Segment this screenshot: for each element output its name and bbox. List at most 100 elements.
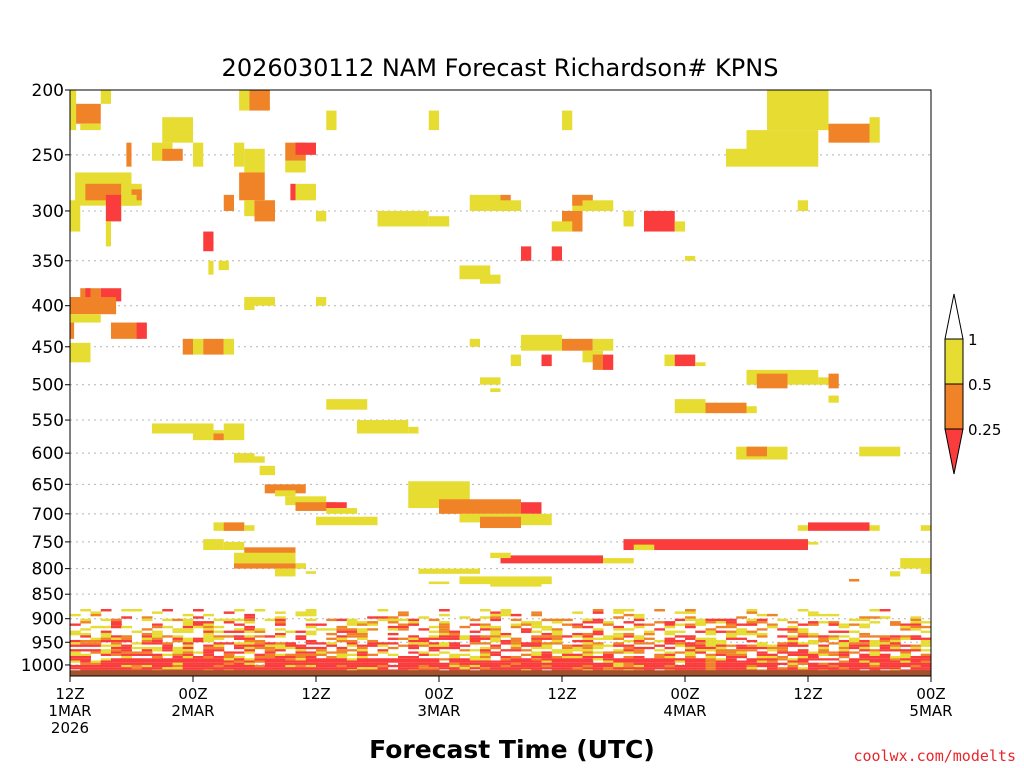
boundary-cell — [900, 653, 911, 656]
boundary-cell — [818, 653, 829, 656]
boundary-cell — [705, 664, 717, 668]
boundary-cell — [705, 658, 717, 661]
boundary-cell — [244, 651, 255, 654]
boundary-cell — [121, 639, 132, 643]
boundary-cell — [767, 660, 778, 663]
boundary-cell — [900, 662, 911, 665]
boundary-cell — [900, 664, 911, 668]
boundary-cell — [695, 621, 706, 624]
boundary-cell — [603, 655, 614, 659]
boundary-cell — [797, 609, 809, 612]
boundary-cell — [828, 630, 840, 633]
boundary-cell — [316, 646, 327, 650]
boundary-cell — [336, 630, 348, 633]
heatmap-cell — [295, 183, 316, 201]
boundary-cell — [685, 625, 696, 629]
boundary-cell — [439, 628, 450, 631]
boundary-cell — [592, 618, 604, 622]
boundary-cell — [213, 658, 225, 661]
boundary-cell — [121, 662, 132, 665]
boundary-cell — [275, 642, 286, 645]
boundary-cell — [551, 618, 563, 622]
boundary-cell — [756, 618, 768, 622]
boundary-cell — [633, 616, 645, 619]
boundary-cell — [808, 655, 819, 659]
boundary-cell — [787, 639, 799, 643]
boundary-cell — [90, 651, 102, 654]
boundary-cell — [480, 623, 491, 626]
boundary-cell — [346, 639, 358, 643]
boundary-cell — [223, 662, 235, 665]
boundary-cell — [726, 635, 737, 638]
boundary-cell — [480, 662, 491, 665]
boundary-cell — [377, 662, 389, 665]
boundary-cell — [879, 664, 891, 668]
boundary-cell — [285, 658, 296, 661]
boundary-cell — [838, 644, 850, 647]
y-tick-label: 250 — [32, 146, 64, 166]
boundary-cell — [808, 639, 819, 643]
boundary-cell — [336, 667, 348, 670]
boundary-cell — [357, 660, 368, 663]
boundary-cell — [254, 658, 266, 661]
boundary-cell — [654, 655, 665, 659]
boundary-cell — [756, 660, 768, 663]
boundary-cell — [244, 630, 255, 633]
boundary-cell — [879, 609, 891, 612]
boundary-cell — [439, 637, 450, 640]
boundary-cell — [203, 621, 214, 624]
boundary-cell — [152, 635, 163, 638]
boundary-cell — [172, 630, 184, 633]
heatmap-cell — [418, 568, 480, 574]
heatmap-cell — [234, 142, 245, 167]
heatmap-cell — [244, 148, 265, 173]
boundary-cell — [326, 651, 337, 654]
boundary-cell — [346, 621, 358, 624]
boundary-cell — [808, 621, 819, 624]
boundary-cell — [756, 662, 768, 665]
boundary-cell — [162, 653, 173, 656]
boundary-cell — [654, 660, 665, 663]
boundary-cell — [818, 635, 829, 638]
boundary-cell — [234, 628, 245, 631]
heatmap-cell — [131, 189, 142, 201]
boundary-cell — [664, 632, 676, 636]
boundary-cell — [346, 628, 358, 631]
boundary-cell — [654, 664, 665, 668]
boundary-cell — [295, 660, 307, 663]
boundary-cell — [500, 658, 512, 661]
boundary-cell — [111, 621, 122, 624]
boundary-cell — [244, 628, 255, 631]
boundary-cell — [121, 649, 132, 652]
boundary-cell — [572, 662, 583, 665]
boundary-cell — [572, 646, 583, 650]
boundary-cell — [234, 609, 245, 612]
boundary-cell — [777, 655, 788, 659]
boundary-cell — [172, 635, 184, 638]
boundary-cell — [828, 667, 840, 670]
boundary-cell — [182, 655, 194, 659]
boundary-cell — [849, 630, 860, 633]
boundary-cell — [100, 635, 112, 638]
boundary-cell — [695, 651, 706, 654]
boundary-cell — [562, 653, 573, 656]
boundary-cell — [572, 625, 583, 629]
boundary-cell — [336, 655, 348, 659]
boundary-cell — [705, 628, 717, 631]
boundary-cell — [562, 662, 573, 665]
boundary-cell — [736, 660, 747, 663]
boundary-cell — [90, 613, 102, 617]
heatmap-cell — [326, 110, 337, 131]
boundary-cell — [254, 664, 266, 668]
boundary-cell — [787, 635, 799, 638]
boundary-cell — [244, 658, 255, 661]
boundary-cell — [572, 655, 583, 659]
boundary-cell — [674, 644, 686, 647]
y-tick-label: 950 — [32, 633, 64, 653]
boundary-cell — [808, 658, 819, 661]
boundary-cell — [695, 639, 706, 643]
boundary-cell — [357, 623, 368, 626]
boundary-cell — [613, 625, 624, 629]
boundary-cell — [879, 635, 891, 638]
boundary-cell — [767, 655, 778, 659]
